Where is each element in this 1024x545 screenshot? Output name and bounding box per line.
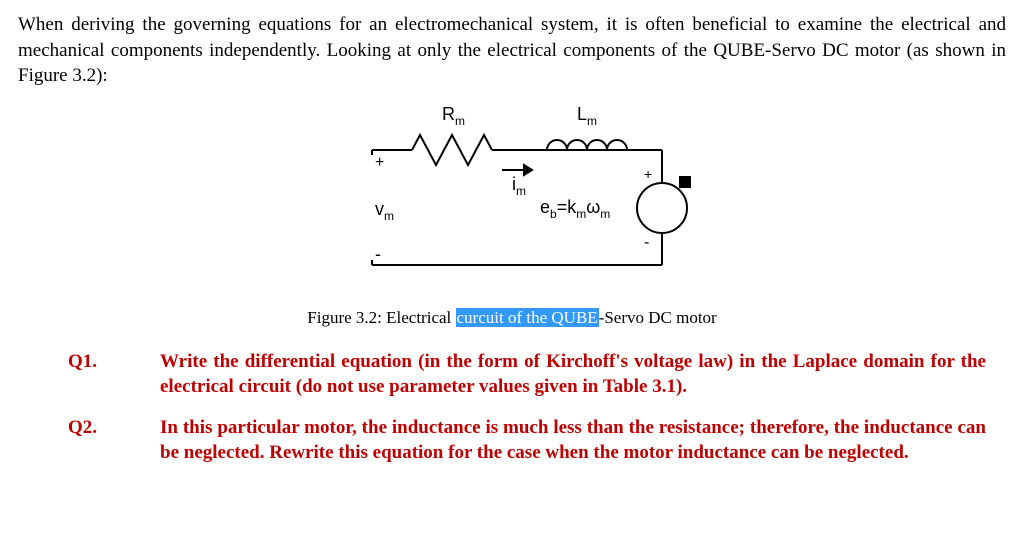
label-im: im	[512, 174, 526, 198]
label-vm: vm	[375, 199, 394, 223]
intro-paragraph: When deriving the governing equations fo…	[18, 12, 1006, 89]
question-text: In this particular motor, the inductance…	[159, 414, 1006, 480]
caption-prefix: Figure 3.2: Electrical	[307, 308, 455, 327]
question-row: Q2. In this particular motor, the induct…	[18, 414, 1006, 480]
label-lm: Lm	[577, 104, 597, 128]
motor-minus: -	[644, 234, 649, 251]
figure-caption: Figure 3.2: Electrical curcuit of the QU…	[18, 307, 1006, 330]
caption-highlight: curcuit of the QUBE	[456, 308, 599, 327]
question-text: Write the differential equation (in the …	[159, 348, 1006, 414]
vm-plus: +	[375, 154, 384, 171]
vm-minus: -	[375, 244, 381, 264]
caption-suffix: -Servo DC motor	[599, 308, 717, 327]
question-row: Q1. Write the differential equation (in …	[18, 348, 1006, 414]
motor-plus: +	[644, 166, 652, 182]
figure-container: Rm Lm im vm + - eb=kmωm + - Figure 3.2: …	[18, 95, 1006, 330]
circuit-diagram: Rm Lm im vm + - eb=kmωm + -	[302, 95, 722, 295]
question-number: Q2.	[18, 414, 159, 480]
question-number: Q1.	[18, 348, 159, 414]
questions-table: Q1. Write the differential equation (in …	[18, 348, 1006, 481]
label-eb: eb=kmωm	[540, 197, 610, 221]
label-rm: Rm	[442, 104, 465, 128]
